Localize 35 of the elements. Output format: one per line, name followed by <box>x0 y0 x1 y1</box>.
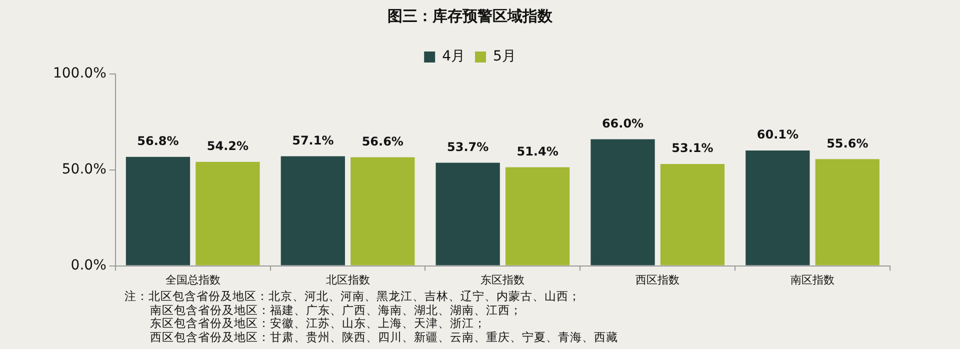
x-tick-label: 东区指数 <box>480 273 525 286</box>
bar <box>350 157 415 266</box>
x-tick-label: 北区指数 <box>326 273 370 286</box>
bar <box>196 162 260 266</box>
x-tick-label: 全国总指数 <box>165 273 220 286</box>
chart-title: 图三：库存预警区域指数 <box>388 6 554 25</box>
x-tick-label: 西区指数 <box>636 273 680 286</box>
y-tick-label: 0.0% <box>70 257 106 274</box>
text: 注：北区包含省份及地区：北京、河北、河南、黑龙江、吉林、辽宁、内蒙古、山西； <box>124 289 582 304</box>
data-label: 53.1% <box>672 141 714 156</box>
legend-label: 5月 <box>493 48 516 65</box>
x-tick-label: 南区指数 <box>790 273 835 286</box>
y-tick-label: 50.0% <box>62 162 106 178</box>
bar <box>280 156 345 266</box>
bar <box>505 167 570 266</box>
data-label: 66.0% <box>602 116 644 130</box>
text: 南区包含省份及地区：福建、广东、广西、海南、湖北、湖南、江西； <box>150 302 523 317</box>
data-label: 54.2% <box>206 138 249 153</box>
text: 东区包含省份及地区：安徽、江苏、山东、上海、天津、浙江； <box>150 316 487 330</box>
y-tick-label: 100.0% <box>52 66 106 82</box>
data-label: 56.6% <box>362 134 404 148</box>
data-label: 60.1% <box>756 128 798 142</box>
data-label: 51.4% <box>516 144 558 158</box>
legend-label: 4月 <box>442 48 466 65</box>
bar <box>746 150 810 266</box>
bar <box>436 162 500 266</box>
data-label: 55.6% <box>826 136 868 150</box>
data-label: 56.8% <box>137 134 179 148</box>
text: 西区包含省份及地区：甘肃、贵州、陕西、四川、新疆、云南、重庆、宁夏、青海、西藏 <box>150 330 618 344</box>
bar <box>815 159 880 266</box>
bar <box>126 156 190 266</box>
data-label: 53.7% <box>447 140 489 154</box>
data-label: 57.1% <box>292 133 334 148</box>
bar <box>660 164 725 266</box>
bar <box>590 139 655 266</box>
